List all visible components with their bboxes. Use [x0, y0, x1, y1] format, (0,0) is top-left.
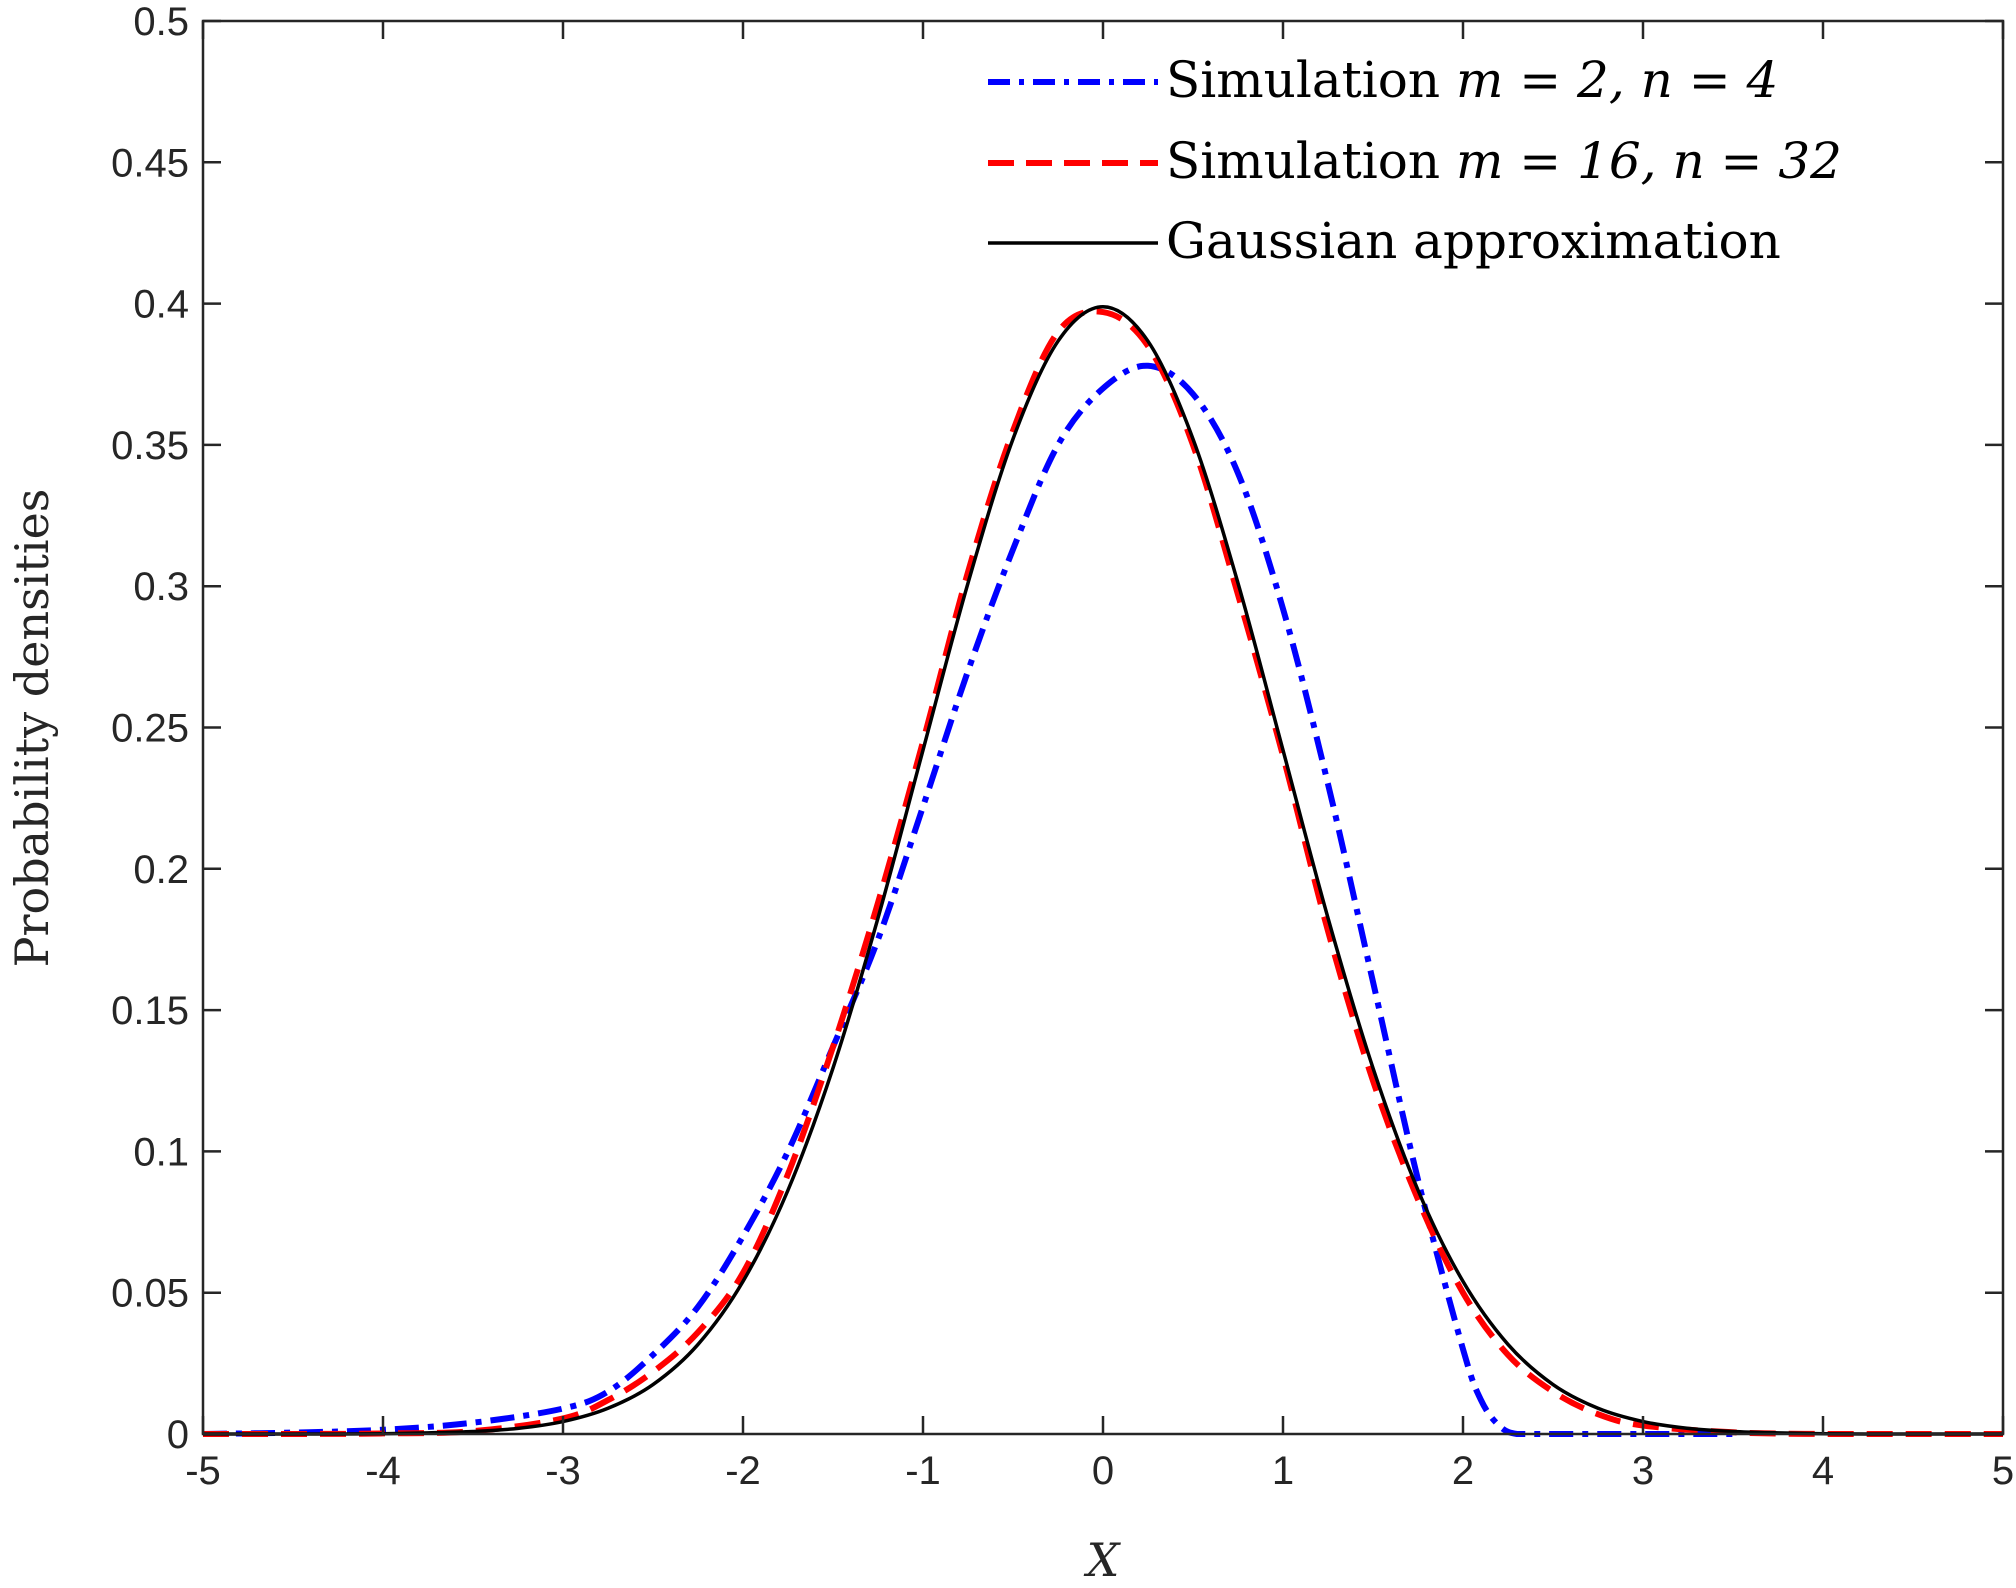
y-tick-label: 0.15 — [111, 989, 189, 1033]
x-tick-label: -4 — [365, 1449, 401, 1493]
x-tick-label: 5 — [1992, 1449, 2014, 1493]
y-tick-label: 0 — [167, 1413, 189, 1457]
x-tick-label: -5 — [185, 1449, 221, 1493]
legend-label-series-3: Gaussian approximation — [1166, 212, 1781, 270]
legend-label-series-2: Simulation m = 16, n = 32 — [1166, 132, 1842, 190]
x-tick-label: 4 — [1812, 1449, 1834, 1493]
y-axis-title: Probability densities — [5, 489, 59, 968]
y-tick-label: 0.3 — [133, 565, 189, 609]
y-tick-label: 0.25 — [111, 707, 189, 751]
y-tick-label: 0.45 — [111, 141, 189, 185]
x-tick-label: 2 — [1452, 1449, 1474, 1493]
x-tick-label: 0 — [1092, 1449, 1114, 1493]
y-tick-label: 0.35 — [111, 424, 189, 468]
y-tick-label: 0.05 — [111, 1272, 189, 1316]
legend-label-series-1: Simulation m = 2, n = 4 — [1166, 51, 1778, 109]
x-tick-label: -3 — [545, 1449, 581, 1493]
x-tick-label: 3 — [1632, 1449, 1654, 1493]
y-tick-label: 0.4 — [133, 283, 189, 327]
y-tick-label: 0.5 — [133, 0, 189, 44]
x-tick-label: 1 — [1272, 1449, 1294, 1493]
x-tick-label: -2 — [725, 1449, 761, 1493]
y-tick-label: 0.2 — [133, 848, 189, 892]
y-tick-label: 0.1 — [133, 1130, 189, 1174]
x-tick-label: -1 — [905, 1449, 941, 1493]
x-axis-title: X — [1084, 1533, 1122, 1587]
